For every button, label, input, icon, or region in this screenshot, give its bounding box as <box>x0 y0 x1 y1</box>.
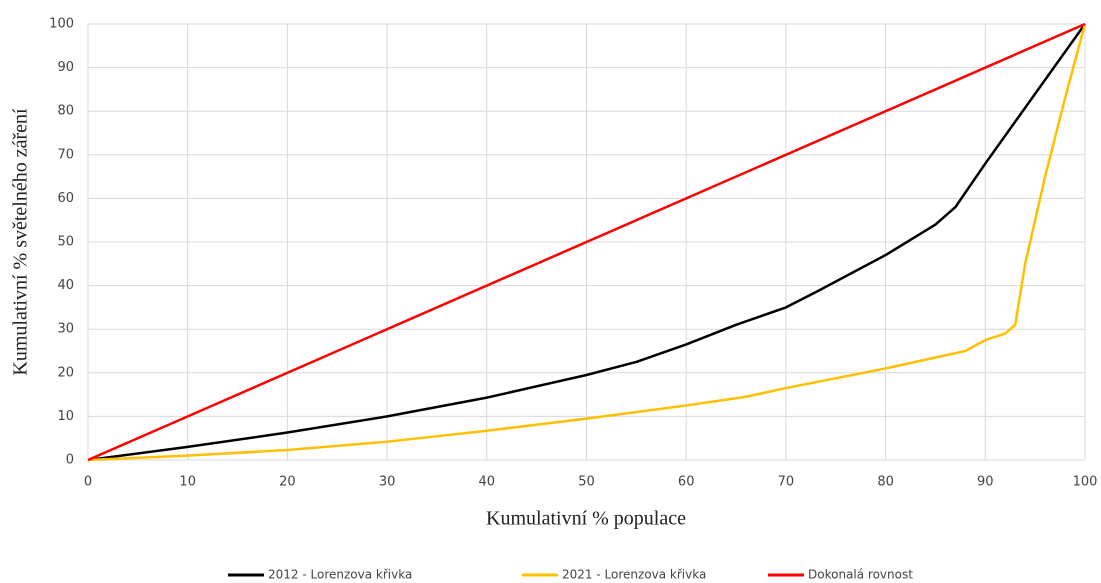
x-tick-label: 10 <box>179 475 196 490</box>
x-tick-label: 0 <box>84 475 92 490</box>
line <box>87 23 1087 462</box>
y-axis-title: Kumulativní % světelného záření <box>10 108 32 376</box>
y-tick-label: 30 <box>57 322 74 337</box>
x-tick-label: 100 <box>1073 475 1098 490</box>
x-tick-label: 90 <box>977 475 994 490</box>
legend-label: Dokonalá rovnost <box>808 568 913 582</box>
x-tick-label: 60 <box>678 475 695 490</box>
legend-label: 2012 - Lorenzova křivka <box>268 568 412 582</box>
y-tick-label: 100 <box>49 17 74 32</box>
y-tick-label: 10 <box>57 409 74 424</box>
legend-label: 2021 - Lorenzova křivka <box>562 568 706 582</box>
y-tick-label: 40 <box>57 278 74 293</box>
x-tick-label: 30 <box>379 475 396 490</box>
x-tick-label: 20 <box>279 475 296 490</box>
x-tick-label: 50 <box>578 475 595 490</box>
x-axis-title: Kumulativní % populace <box>486 508 686 530</box>
line <box>87 22 1086 462</box>
x-tick-label: 80 <box>877 475 894 490</box>
y-tick-label: 70 <box>57 147 74 162</box>
y-tick-label: 0 <box>66 453 74 468</box>
x-tick-label: 70 <box>778 475 795 490</box>
y-tick-label: 50 <box>57 235 74 250</box>
y-tick-label: 90 <box>57 60 74 75</box>
y-tick-label: 20 <box>57 365 74 380</box>
x-tick-label: 40 <box>479 475 496 490</box>
line <box>87 23 1087 462</box>
y-tick-label: 80 <box>57 104 74 119</box>
y-tick-label: 60 <box>57 191 74 206</box>
